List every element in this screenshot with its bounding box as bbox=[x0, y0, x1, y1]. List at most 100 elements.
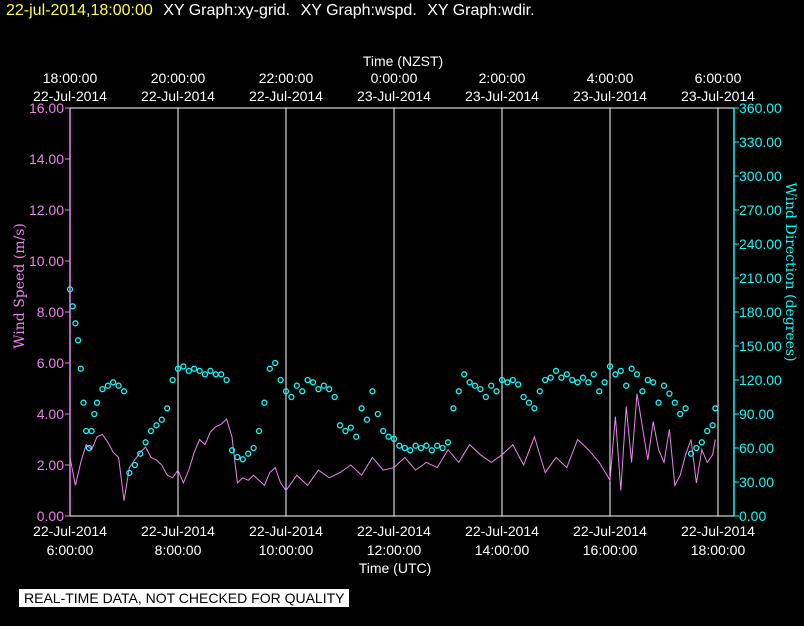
wind-direction-point bbox=[142, 439, 149, 446]
title-graph-wdir: XY Graph:wdir. bbox=[427, 2, 535, 19]
right-tick-label: 360.00 bbox=[739, 100, 782, 116]
wind-speed-line bbox=[69, 393, 716, 501]
wind-direction-point bbox=[439, 444, 446, 452]
right-tick-label: 270.00 bbox=[739, 202, 782, 218]
top-tick-date: 23-Jul-2014 bbox=[357, 88, 431, 104]
wind-direction-point bbox=[380, 427, 387, 435]
wind-direction-point bbox=[633, 371, 641, 378]
wind-direction-point bbox=[655, 399, 662, 406]
bottom-tick-date: 22-Jul-2014 bbox=[357, 523, 431, 539]
wind-direction-point bbox=[444, 439, 452, 446]
left-tick-label: 16.00 bbox=[29, 100, 64, 116]
wind-direction-point bbox=[531, 405, 538, 412]
bottom-tick-time: 10:00:00 bbox=[259, 542, 314, 558]
wind-direction-point bbox=[509, 376, 516, 384]
wind-direction-point bbox=[450, 405, 457, 412]
wind-direction-point bbox=[471, 382, 479, 389]
wind-direction-point bbox=[293, 382, 300, 389]
wind-direction-point bbox=[358, 405, 365, 412]
wind-direction-point bbox=[91, 410, 98, 418]
left-tick-label: 0.00 bbox=[37, 508, 64, 524]
wind-direction-point bbox=[234, 453, 241, 461]
wind-direction-point bbox=[255, 427, 263, 435]
wind-direction-point bbox=[428, 447, 435, 454]
wind-direction-point bbox=[288, 393, 295, 401]
wind-direction-point bbox=[552, 367, 560, 375]
wind-direction-point bbox=[493, 388, 500, 395]
wind-direction-point bbox=[461, 371, 468, 378]
wind-direction-point bbox=[687, 450, 695, 457]
bottom-axis-title: Time (UTC) bbox=[359, 560, 432, 576]
wind-direction-point bbox=[434, 442, 441, 449]
title-graph-grid: XY Graph:xy-grid. bbox=[163, 2, 291, 19]
wind-direction-point bbox=[72, 320, 79, 327]
wind-direction-point bbox=[88, 427, 95, 435]
top-tick-time: 22:00:00 bbox=[259, 70, 314, 86]
wind-direction-point bbox=[115, 382, 122, 389]
wind-direction-point bbox=[201, 371, 209, 378]
wind-direction-point bbox=[85, 444, 93, 452]
wind-direction-point bbox=[174, 365, 182, 372]
wind-direction-point bbox=[525, 399, 533, 406]
wind-direction-point bbox=[353, 433, 360, 440]
top-tick-date: 22-Jul-2014 bbox=[141, 88, 215, 104]
right-tick-label: 330.00 bbox=[739, 134, 782, 150]
bottom-tick-time: 6:00:00 bbox=[47, 542, 94, 558]
wind-direction-point bbox=[563, 371, 570, 378]
left-axis-title: Wind Speed (m/s) bbox=[12, 223, 28, 349]
wind-direction-point bbox=[693, 444, 700, 452]
wind-direction-point bbox=[180, 363, 187, 370]
wind-direction-point bbox=[207, 367, 214, 375]
top-tick-date: 23-Jul-2014 bbox=[681, 88, 755, 104]
left-tick-label: 6.00 bbox=[37, 355, 64, 371]
right-tick-label: 180.00 bbox=[739, 304, 782, 320]
wind-direction-point bbox=[153, 422, 160, 429]
left-tick-label: 14.00 bbox=[29, 151, 64, 167]
wind-direction-point bbox=[639, 388, 646, 395]
wind-direction-point bbox=[623, 382, 630, 389]
top-tick-time: 0:00:00 bbox=[371, 70, 418, 86]
wind-direction-point bbox=[309, 379, 317, 386]
wind-direction-point bbox=[212, 371, 219, 378]
wind-direction-point bbox=[417, 444, 425, 452]
wind-direction-point bbox=[596, 388, 603, 395]
wind-direction-point bbox=[558, 374, 565, 381]
right-axis-title: Wind Direction (degrees) bbox=[782, 182, 798, 361]
wind-direction-point bbox=[69, 303, 76, 310]
left-tick-label: 2.00 bbox=[37, 457, 64, 473]
wind-direction-point bbox=[104, 382, 111, 389]
wind-direction-point bbox=[574, 379, 581, 386]
wind-direction-point bbox=[326, 385, 333, 393]
wind-direction-point bbox=[83, 427, 90, 435]
wind-direction-point bbox=[498, 376, 506, 384]
right-tick-label: 120.00 bbox=[739, 372, 782, 388]
wind-direction-point bbox=[185, 367, 192, 375]
wind-direction-point bbox=[131, 461, 138, 469]
wind-direction-point bbox=[606, 363, 614, 370]
top-tick-time: 18:00:00 bbox=[43, 70, 98, 86]
wind-direction-point bbox=[272, 359, 279, 367]
wind-direction-point bbox=[315, 385, 322, 393]
wind-direction-point bbox=[261, 399, 268, 406]
bottom-tick-date: 22-Jul-2014 bbox=[141, 523, 215, 539]
title-date: 22-jul-2014,18:00:00 bbox=[6, 2, 153, 19]
wind-direction-point bbox=[147, 427, 155, 435]
wind-direction-point bbox=[515, 381, 522, 388]
wind-direction-point bbox=[390, 435, 398, 443]
quality-warning: REAL-TIME DATA, NOT CHECKED FOR QUALITY bbox=[19, 589, 350, 607]
right-tick-label: 210.00 bbox=[739, 270, 782, 286]
bottom-tick-time: 18:00:00 bbox=[691, 542, 746, 558]
right-tick-label: 90.00 bbox=[739, 406, 774, 422]
wind-direction-point bbox=[93, 399, 101, 406]
left-tick-label: 8.00 bbox=[37, 304, 64, 320]
bottom-tick-time: 12:00:00 bbox=[367, 542, 422, 558]
top-tick-time: 2:00:00 bbox=[479, 70, 526, 86]
wind-direction-point bbox=[536, 388, 543, 395]
wind-direction-point bbox=[385, 433, 392, 440]
wind-direction-point bbox=[342, 427, 349, 435]
wind-direction-point bbox=[704, 427, 711, 435]
wind-direction-point bbox=[542, 376, 549, 384]
top-axis-title: Time (NZST) bbox=[363, 53, 443, 69]
bottom-tick-time: 8:00:00 bbox=[155, 542, 202, 558]
